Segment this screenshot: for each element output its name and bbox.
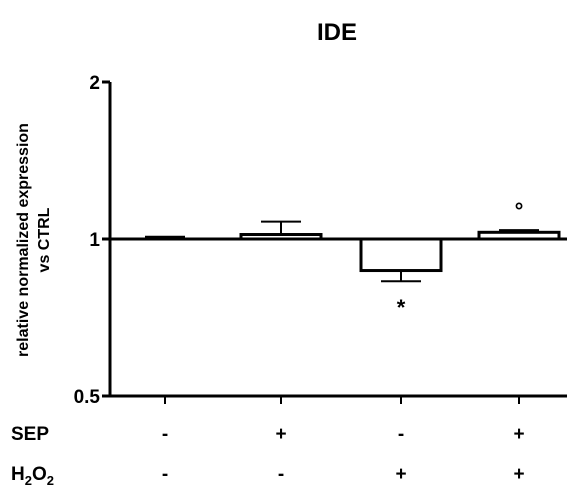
- condition-value: +: [513, 464, 524, 485]
- chart-title: IDE: [317, 19, 357, 46]
- y-tick-label: 1: [89, 230, 100, 251]
- annotations: *°: [397, 198, 524, 320]
- condition-value: -: [278, 464, 284, 485]
- significance-marker: °: [515, 198, 524, 223]
- y-tick-label: 2: [89, 73, 100, 94]
- condition-label: H2O2: [11, 464, 54, 488]
- y-axis-label-line1: relative normalized expression: [15, 123, 32, 357]
- condition-value: +: [513, 424, 524, 445]
- significance-marker: *: [397, 295, 406, 320]
- axes: [108, 82, 567, 404]
- bar-H2O2: [359, 237, 443, 273]
- condition-value: -: [162, 464, 168, 485]
- condition-value: -: [162, 424, 168, 445]
- condition-value: -: [398, 424, 404, 445]
- y-axis-label: relative normalized expression vs CTRL: [15, 123, 53, 357]
- condition-label: SEP: [11, 424, 49, 445]
- y-axis-label-line2: vs CTRL: [36, 207, 53, 272]
- y-ticks: 0.5 1 2: [74, 73, 110, 408]
- bars: [145, 220, 561, 283]
- condition-value: +: [395, 464, 406, 485]
- y-tick-label: 0.5: [74, 387, 101, 408]
- condition-table: SEP - + - + H2O2 - - + +: [11, 424, 525, 488]
- condition-value: +: [275, 424, 286, 445]
